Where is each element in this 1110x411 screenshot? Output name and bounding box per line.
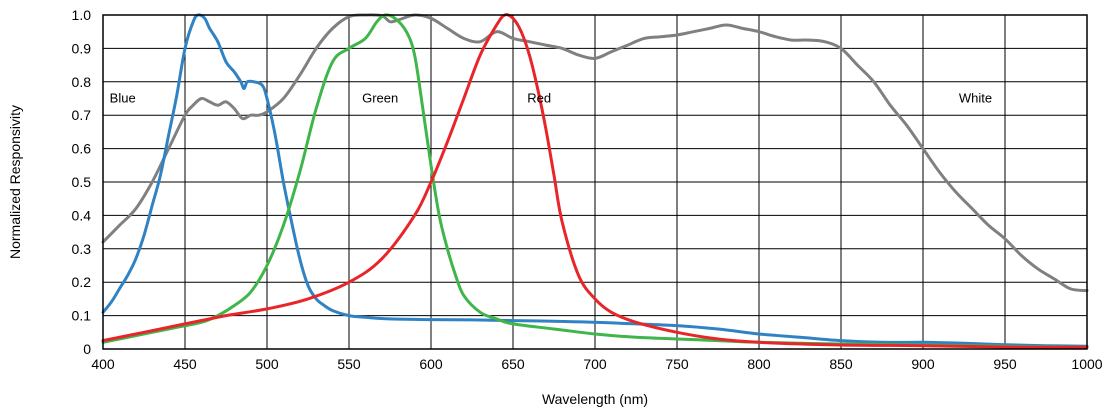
y-tick-label: 0.9 [72, 40, 92, 56]
series-label-red: Red [527, 91, 551, 106]
y-tick-label: 0.4 [72, 207, 92, 223]
y-tick-label: 0.2 [72, 274, 92, 290]
y-tick-label: 0.5 [72, 174, 92, 190]
y-tick-label: 0.8 [72, 74, 92, 90]
x-tick-label: 750 [665, 356, 689, 372]
x-tick-label: 450 [173, 356, 197, 372]
series-label-white: White [959, 91, 992, 106]
x-tick-label: 600 [419, 356, 443, 372]
y-tick-label: 0.3 [72, 241, 92, 257]
y-tick-labels: 0 0.1 0.2 0.3 0.4 0.5 0.6 0.7 0.8 0.9 1.0 [72, 7, 92, 357]
series-label-green: Green [362, 91, 398, 106]
x-tick-label: 850 [829, 356, 853, 372]
x-tick-label: 1000 [1071, 356, 1102, 372]
y-tick-label: 0 [83, 341, 91, 357]
x-tick-labels: 400 450 500 550 600 650 700 750 800 850 900 950 1000 [91, 356, 1102, 372]
x-tick-label: 900 [911, 356, 935, 372]
series-line-white [101, 13, 1089, 293]
x-tick-label: 400 [91, 356, 115, 372]
series-lines [101, 13, 1089, 349]
series-line-red [101, 13, 1089, 349]
y-tick-label: 0.1 [72, 308, 92, 324]
x-tick-label: 500 [255, 356, 279, 372]
series-line-green [101, 13, 1089, 349]
x-tick-label: 800 [747, 356, 771, 372]
y-tick-label: 1.0 [72, 7, 92, 23]
y-tick-label: 0.7 [72, 107, 92, 123]
plot-frame [102, 14, 1088, 350]
series-labels: White Blue Green Red [110, 91, 992, 106]
x-tick-label: 550 [337, 356, 361, 372]
x-tick-label: 950 [993, 356, 1017, 372]
x-tick-label: 650 [501, 356, 525, 372]
y-tick-label: 0.6 [72, 141, 92, 157]
x-axis-title: Wavelength (nm) [542, 391, 648, 407]
series-label-blue: Blue [110, 91, 136, 106]
x-tick-label: 700 [583, 356, 607, 372]
series-line-blue [101, 13, 1089, 348]
y-axis-title: Normalized Responsivity [7, 105, 23, 259]
